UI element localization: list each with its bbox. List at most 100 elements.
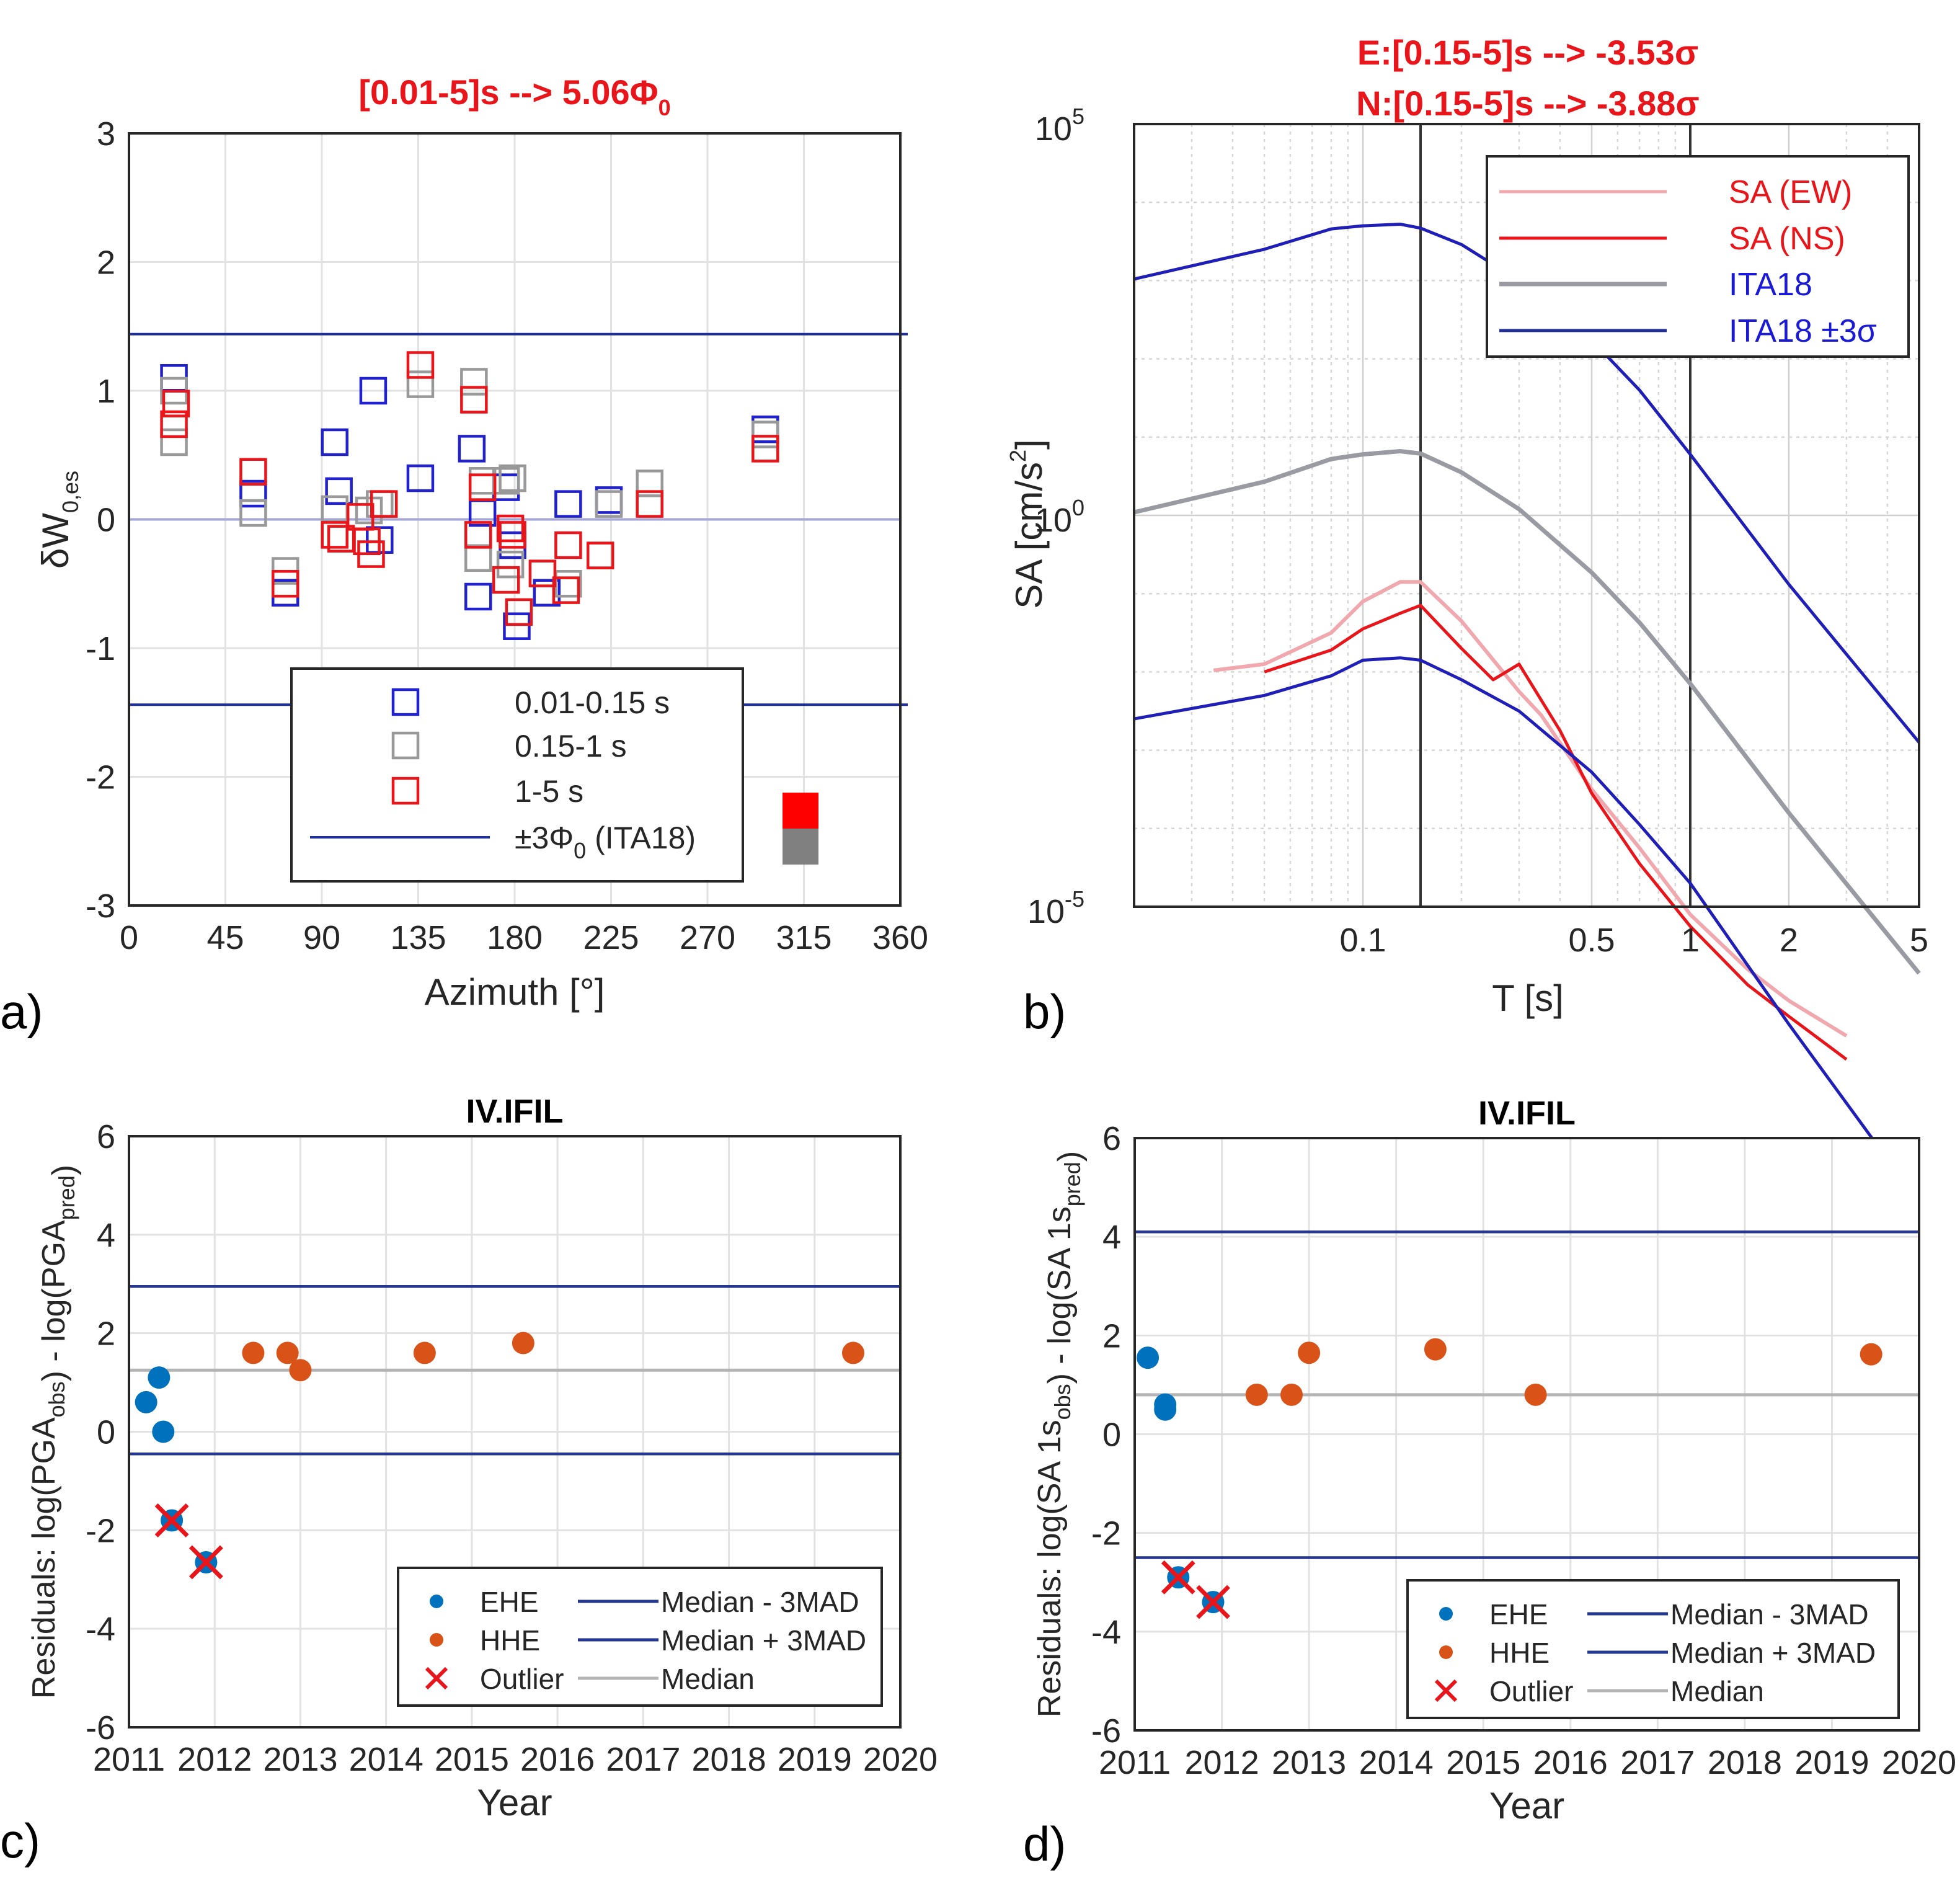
panel-title-line: N:[0.15-5]s --> -3.88σ — [1356, 84, 1699, 123]
y-axis-label: Residuals: log(SA 1sobs) - log(SA 1spred… — [1032, 1151, 1088, 1717]
marker-grey — [406, 370, 435, 398]
marker-red — [464, 521, 492, 549]
x-tick-label: 0.5 — [1569, 922, 1615, 959]
x-tick-label: 2020 — [1882, 1744, 1956, 1781]
legend: SA (EW) SA (NS) ITA18 ITA18 ±3σ — [1486, 155, 1910, 358]
marker-blue — [239, 479, 267, 508]
legend-box — [397, 1567, 883, 1707]
x-tick-label: 2012 — [1184, 1744, 1259, 1781]
legend-label: ±3Φ0 (ITA18) — [515, 821, 696, 863]
x-tick-label: 2015 — [1446, 1744, 1520, 1781]
axes-frame — [1133, 1137, 1920, 1732]
y-tick-base: 10 — [1027, 893, 1065, 930]
marker-blue — [503, 612, 531, 640]
marker-hhe — [242, 1341, 265, 1364]
marker-red — [321, 521, 348, 549]
legend-label: EHE — [1489, 1598, 1548, 1631]
panel-title-line: E:[0.15-5]s --> -3.53σ — [1357, 33, 1698, 72]
panel-title: IV.IFIL — [466, 1093, 563, 1130]
legend-box — [290, 667, 744, 883]
y-axis-label: Residuals: log(PGAobs) - log(PGApred) — [26, 1165, 82, 1699]
y-tick-label: 2 — [97, 244, 115, 282]
y-tick-label: -3 — [86, 888, 115, 925]
marker-ehe — [152, 1420, 175, 1443]
panel-letter: d) — [1023, 1817, 1066, 1871]
y-axis-label-sub: obs — [44, 1381, 69, 1417]
x-axis-label: Year — [1489, 1785, 1564, 1826]
y-tick-label: 6 — [97, 1118, 115, 1155]
panel-a: 0 45 90 135 180 225 270 315 360 3 2 1 0 -1 -2 -3 0.01-0.… — [0, 73, 928, 1039]
marker-red — [492, 566, 520, 594]
y-tick-exp: 5 — [1072, 104, 1084, 129]
x-tick-label: 5 — [1910, 922, 1928, 959]
x-tick-label: 2017 — [1620, 1744, 1695, 1781]
series-line — [1133, 449, 1921, 975]
panel-title: [0.01-5]s --> 5.06Φ0 — [358, 73, 670, 120]
x-tick-label: 0 — [120, 919, 138, 956]
x-axis-label: Azimuth [°] — [425, 971, 605, 1013]
x-tick-label: 45 — [206, 919, 244, 956]
x-tick-label: 2014 — [1359, 1744, 1434, 1781]
y-axis-label-part: Residuals: log(SA 1s — [1032, 1420, 1068, 1717]
marker-ehe — [1137, 1346, 1160, 1369]
x-tick-label: 2013 — [1272, 1744, 1346, 1781]
legend-label: SA (NS) — [1729, 221, 1845, 257]
y-axis-label: SA [cm/s2] — [1005, 439, 1050, 608]
marker-red — [406, 351, 435, 379]
y-tick-label: 4 — [97, 1217, 115, 1254]
marker-blue — [554, 490, 582, 518]
y-axis-label-part: ) — [46, 1165, 82, 1175]
legend-label: Median — [661, 1663, 755, 1695]
legend-marker — [1439, 1607, 1453, 1621]
marker-red — [505, 598, 533, 626]
legend-label: Outlier — [1489, 1675, 1573, 1707]
legend-marker — [430, 1595, 443, 1608]
marker-red — [162, 389, 190, 417]
marker-blue — [464, 582, 492, 611]
x-tick-label: 2 — [1780, 922, 1798, 959]
marker-blue — [533, 579, 561, 607]
grey-square-marker — [783, 829, 818, 865]
legend-label: Median — [1670, 1675, 1764, 1707]
y-tick-label: 2 — [97, 1315, 115, 1353]
marker-grey — [355, 496, 383, 525]
marker-blue — [458, 435, 486, 463]
legend-box — [1406, 1579, 1900, 1719]
x-tick-label: 2017 — [606, 1741, 680, 1778]
x-tick-label: 225 — [583, 919, 639, 956]
outlier-cross — [1161, 1560, 1195, 1595]
marker-ehe — [148, 1366, 171, 1389]
marker-blue — [359, 376, 388, 405]
y-tick-base: 10 — [1035, 502, 1072, 539]
marker-hhe — [1245, 1383, 1268, 1406]
marker-grey — [499, 464, 526, 492]
axes-frame — [128, 132, 902, 907]
marker-hhe — [1524, 1383, 1547, 1406]
y-tick-label: -4 — [86, 1611, 115, 1648]
marker-hhe — [1298, 1341, 1321, 1364]
y-tick-label: 0 — [97, 1414, 115, 1451]
x-tick-label: 2020 — [863, 1741, 938, 1778]
series-line — [1213, 580, 1848, 1038]
y-tick-label: 0 — [1102, 1417, 1121, 1454]
legend-marker — [391, 688, 420, 716]
marker-hhe — [289, 1359, 312, 1382]
legend: EHE HHE Outlier Median - 3MAD Median + 3MAD M… — [1406, 1579, 1900, 1719]
marker-hhe — [1860, 1343, 1882, 1366]
y-tick-label: -4 — [1091, 1614, 1121, 1651]
legend-label: ITA18 ±3σ — [1729, 313, 1877, 349]
x-tick-label: 2016 — [520, 1741, 595, 1778]
legend-marker — [430, 1633, 443, 1647]
y-tick-label: 105 — [1035, 104, 1084, 148]
x-tick-label: 1 — [1681, 922, 1700, 959]
marker-red — [239, 458, 267, 486]
x-tick-label: 2011 — [93, 1741, 165, 1778]
y-axis-label-sub: 0,es — [58, 471, 83, 513]
title-sub: 0 — [659, 95, 671, 120]
marker-red — [636, 490, 663, 518]
marker-blue — [321, 428, 348, 456]
panel-letter: c) — [0, 1813, 40, 1868]
x-tick-label: 2018 — [1708, 1744, 1782, 1781]
